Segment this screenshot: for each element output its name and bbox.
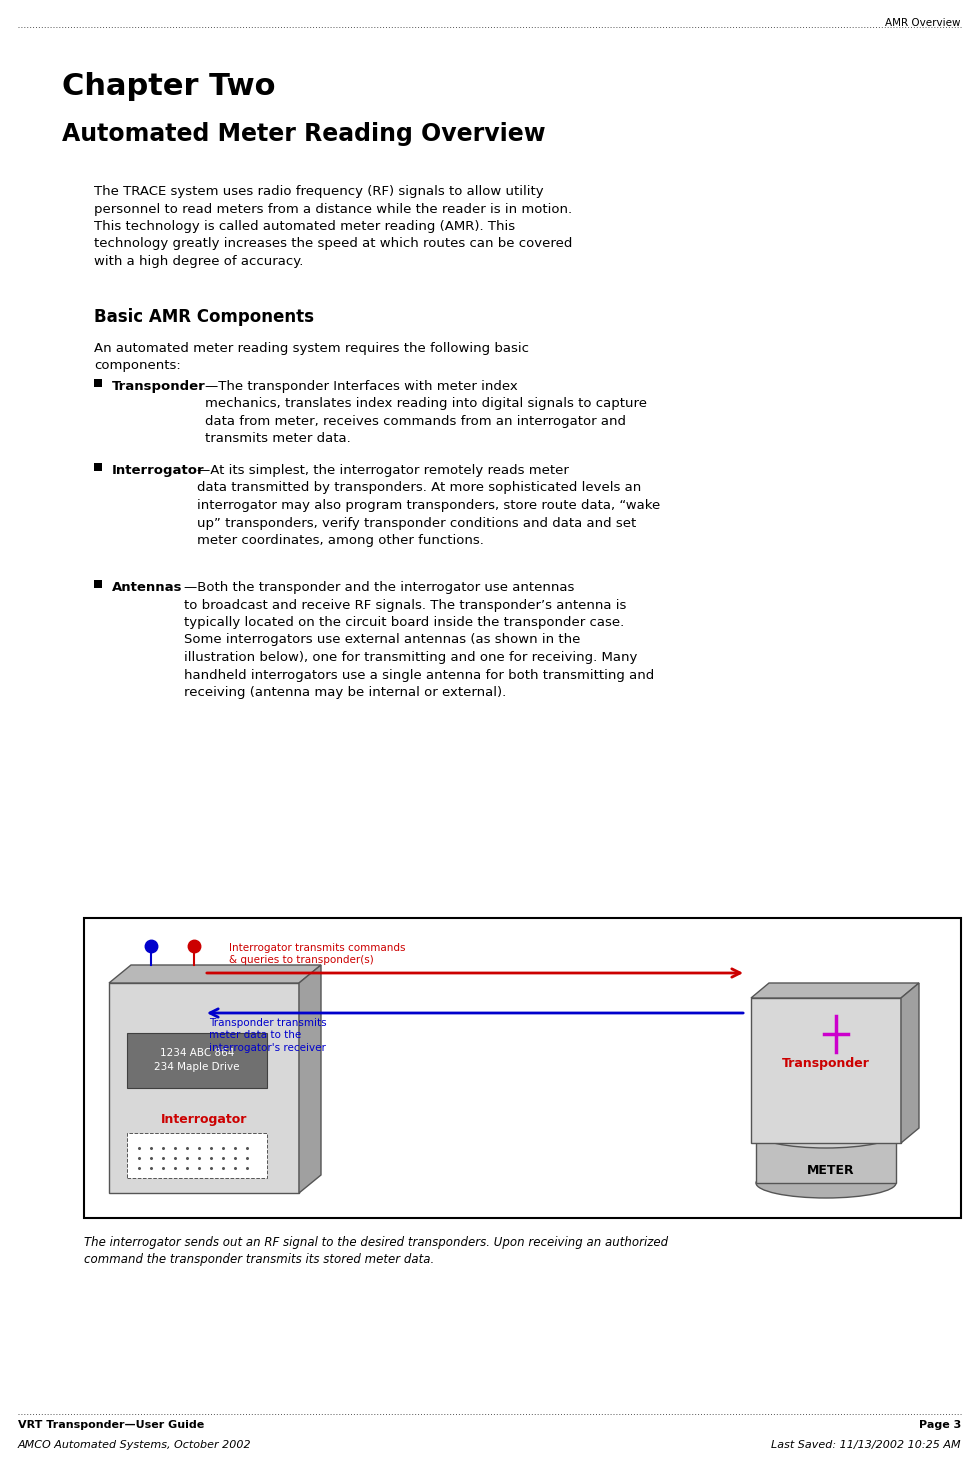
- Text: Antennas: Antennas: [111, 581, 182, 594]
- Text: METER: METER: [807, 1164, 854, 1177]
- Text: —The transponder Interfaces with meter index
mechanics, translates index reading: —The transponder Interfaces with meter i…: [204, 380, 646, 446]
- Text: Last Saved: 11/13/2002 10:25 AM: Last Saved: 11/13/2002 10:25 AM: [771, 1440, 960, 1450]
- Text: Automated Meter Reading Overview: Automated Meter Reading Overview: [62, 122, 545, 147]
- Text: Transponder transmits
meter data to the
interrogator's receiver: Transponder transmits meter data to the …: [208, 1017, 327, 1053]
- Text: VRT Transponder—User Guide: VRT Transponder—User Guide: [18, 1421, 204, 1429]
- Text: Interrogator transmits commands
& queries to transponder(s): Interrogator transmits commands & querie…: [229, 943, 405, 965]
- Text: Interrogator: Interrogator: [160, 1113, 246, 1126]
- Bar: [127, 1133, 267, 1179]
- Bar: [94, 581, 102, 588]
- Polygon shape: [298, 965, 321, 1193]
- Text: —At its simplest, the interrogator remotely reads meter
data transmitted by tran: —At its simplest, the interrogator remot…: [197, 465, 659, 547]
- Bar: [750, 998, 900, 1143]
- Bar: [127, 1034, 267, 1088]
- Polygon shape: [750, 984, 918, 998]
- Ellipse shape: [755, 1168, 895, 1198]
- Text: The interrogator sends out an RF signal to the desired transponders. Upon receiv: The interrogator sends out an RF signal …: [84, 1236, 667, 1267]
- Text: AMCO Automated Systems, October 2002: AMCO Automated Systems, October 2002: [18, 1440, 251, 1450]
- Text: Chapter Two: Chapter Two: [62, 72, 275, 101]
- Polygon shape: [900, 984, 918, 1143]
- Bar: [94, 380, 102, 387]
- Bar: [94, 463, 102, 471]
- Ellipse shape: [755, 1119, 895, 1148]
- Text: Transponder: Transponder: [111, 380, 205, 393]
- Text: Page 3: Page 3: [917, 1421, 960, 1429]
- Bar: [109, 984, 298, 1193]
- Text: 1234 ABC 864: 1234 ABC 864: [159, 1048, 234, 1058]
- Text: Basic AMR Components: Basic AMR Components: [94, 308, 314, 325]
- Text: AMR Overview: AMR Overview: [884, 18, 960, 28]
- Text: The TRACE system uses radio frequency (RF) signals to allow utility
personnel to: The TRACE system uses radio frequency (R…: [94, 185, 572, 268]
- Text: An automated meter reading system requires the following basic
components:: An automated meter reading system requir…: [94, 342, 528, 372]
- Text: Transponder: Transponder: [781, 1057, 869, 1070]
- Text: Interrogator: Interrogator: [111, 465, 204, 476]
- Bar: [755, 1133, 895, 1183]
- Text: —Both the transponder and the interrogator use antennas
to broadcast and receive: —Both the transponder and the interrogat…: [184, 581, 653, 699]
- Bar: [84, 918, 960, 1218]
- Text: 234 Maple Drive: 234 Maple Drive: [155, 1063, 240, 1073]
- Polygon shape: [109, 965, 321, 984]
